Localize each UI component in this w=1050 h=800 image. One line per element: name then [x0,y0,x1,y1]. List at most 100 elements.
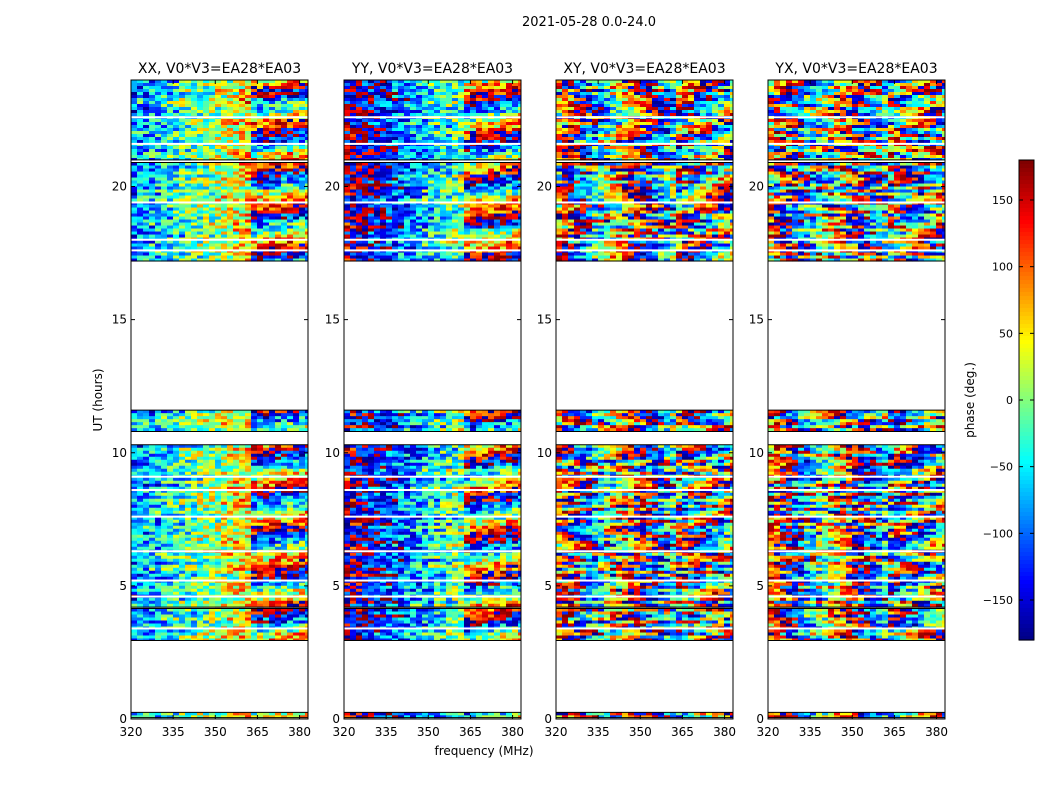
phase-cell [173,158,180,161]
phase-cell [155,155,162,159]
phase-cell [239,189,246,194]
phase-cell [221,620,228,625]
phase-cell [245,186,252,191]
phase-cell [167,501,174,506]
phase-cell [155,525,162,530]
phase-cell [173,483,180,488]
phase-cell [251,525,258,530]
phase-cell [185,561,192,566]
phase-cell [179,216,186,221]
phase-cell [179,122,186,126]
phase-cell [149,83,156,87]
phase-cell [458,453,465,458]
phase-cell [155,243,162,248]
phase-cell [299,131,306,135]
phase-cell [263,543,270,548]
phase-cell [251,428,258,432]
phase-cell [287,459,294,464]
phase-cell [137,425,144,429]
phase-cell [233,162,240,167]
phase-cell [221,165,228,170]
phase-cell [197,177,204,182]
phase-cell [452,632,459,637]
phase-cell [227,629,234,634]
phase-cell [305,468,308,473]
phase-cell [293,462,300,467]
phase-cell [227,486,234,491]
phase-cell [239,146,246,150]
phase-cell [269,537,276,542]
phase-cell [179,428,186,432]
phase-cell [392,632,399,637]
phase-cell [143,168,150,173]
phase-cell [209,189,216,194]
phase-cell [299,450,306,455]
phase-cell [299,516,306,521]
phase-cell [287,480,294,485]
phase-cell [416,623,423,628]
phase-cell [131,410,138,414]
phase-cell [275,552,282,557]
phase-cell [197,447,204,452]
phase-cell [410,635,417,640]
phase-cell [305,608,308,613]
phase-cell [275,183,282,188]
phase-cell [143,715,150,719]
phase-cell [143,80,150,84]
phase-cell [209,180,216,185]
phase-cell [368,620,375,625]
phase-cell [155,198,162,203]
phase-cell [251,597,258,602]
phase-cell [209,712,216,716]
phase-cell [197,585,204,590]
phase-cell [287,600,294,605]
phase-cell [392,462,399,467]
phase-cell [440,629,447,634]
phase-cell [167,413,174,417]
phase-cell [251,168,258,173]
phase-cell [185,122,192,126]
phase-cell [257,570,264,575]
phase-cell [209,495,216,500]
phase-cell [281,89,288,93]
phase-cell [215,531,222,536]
phase-cell [458,447,465,452]
phase-cell [476,465,483,470]
phase-cell [452,620,459,625]
phase-cell [143,576,150,581]
phase-cell [239,425,246,429]
phase-cell [512,468,519,473]
phase-cell [161,597,168,602]
phase-cell [191,98,198,102]
phase-cell [185,471,192,476]
phase-cell [221,582,228,587]
phase-cell [305,588,308,593]
phase-cell [404,465,411,470]
phase-cell [239,582,246,587]
phase-cell [143,216,150,221]
phase-cell [143,416,150,420]
phase-cell [422,459,429,464]
phase-cell [380,444,387,449]
phase-cell [344,623,351,628]
phase-cell [251,715,258,719]
phase-cell [470,459,477,464]
phase-cell [233,98,240,102]
phase-cell [221,468,228,473]
phase-cell [404,483,411,488]
phase-cell [398,620,405,625]
phase-cell [227,234,234,239]
phase-cell [233,413,240,417]
phase-cell [275,252,282,257]
phase-cell [362,444,369,449]
phase-cell [221,447,228,452]
phase-cell [506,635,513,640]
phase-cell [269,638,276,641]
x-tick-label: 335 [162,725,185,739]
phase-cell [275,715,282,719]
phase-cell [269,564,276,569]
phase-cell [137,413,144,417]
phase-cell [161,576,168,581]
phase-cell [239,228,246,233]
phase-cell [512,608,519,613]
